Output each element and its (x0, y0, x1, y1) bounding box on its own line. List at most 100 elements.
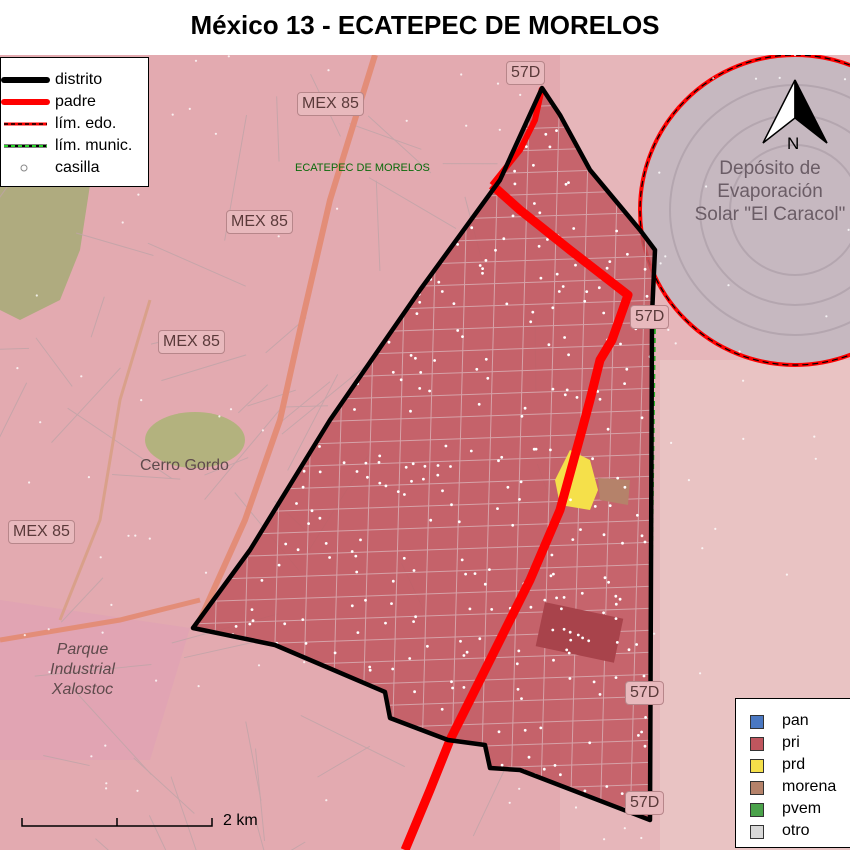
casilla-point (572, 227, 576, 230)
casilla-point (602, 533, 606, 537)
casilla-point (364, 461, 368, 465)
casilla-point (505, 302, 509, 306)
casilla-point (325, 799, 328, 802)
casilla-point (699, 672, 702, 675)
casilla-point (350, 604, 354, 608)
casilla-point (619, 342, 622, 346)
legend-label: distrito (55, 71, 103, 88)
casilla-point (557, 290, 561, 293)
casilla-point (204, 571, 208, 574)
casilla-point (234, 625, 238, 628)
casilla-point (328, 556, 331, 559)
casilla-point (104, 744, 107, 747)
casilla-point (303, 661, 306, 664)
casilla-point (615, 229, 618, 233)
casilla-point (399, 378, 403, 382)
casilla-point (460, 558, 464, 562)
casilla-point (518, 498, 521, 501)
casilla-point (597, 286, 601, 290)
legend-label: prd (782, 756, 806, 773)
casilla-point (544, 132, 548, 136)
casilla-point (441, 489, 444, 493)
casilla-point (462, 654, 466, 657)
casilla-point (99, 556, 102, 559)
casilla-point (418, 300, 422, 304)
casilla-point (227, 55, 230, 58)
casilla-point (356, 631, 360, 634)
casilla-point (412, 620, 415, 623)
casilla-point (659, 262, 662, 265)
casilla-swatch (20, 164, 28, 172)
casilla-point (502, 237, 506, 241)
road-shield: 57D (625, 681, 665, 705)
casilla-point (603, 838, 606, 841)
casilla-point (555, 596, 558, 600)
north-arrow-icon (762, 79, 828, 144)
casilla-point (336, 207, 339, 210)
casilla-point (567, 353, 570, 357)
casilla-point (640, 534, 644, 538)
casilla-points (16, 55, 850, 841)
casilla-point (568, 677, 572, 680)
casilla-point (637, 734, 640, 737)
casilla-point (531, 310, 535, 314)
casilla-point (618, 597, 622, 601)
casilla-point (785, 573, 789, 576)
casilla-point (484, 259, 488, 262)
casilla-point (534, 447, 538, 451)
casilla-point (459, 639, 462, 643)
casilla-point (537, 244, 541, 248)
casilla-point (429, 518, 433, 522)
casilla-point (384, 484, 388, 488)
casilla-point (16, 367, 19, 370)
casilla-point (498, 128, 501, 131)
casilla-point (519, 93, 522, 96)
casilla-point (621, 541, 624, 545)
casilla-point (433, 359, 436, 362)
casilla-point (553, 764, 557, 767)
casilla-point (598, 397, 602, 401)
pri-swatch (750, 737, 764, 751)
casilla-point (552, 572, 555, 576)
casilla-point (563, 336, 566, 339)
casilla-point (635, 643, 638, 646)
casilla-point (414, 356, 417, 360)
casilla-point (539, 276, 543, 280)
road-zapata (0, 597, 201, 643)
casilla-point (409, 409, 412, 413)
casilla-point (121, 221, 124, 224)
casilla-point (457, 520, 461, 524)
casilla-point (687, 479, 691, 482)
casilla-point (571, 538, 575, 541)
casilla-point (284, 542, 288, 546)
casilla-point (462, 686, 466, 689)
casilla-point (602, 311, 606, 315)
casilla-point (415, 169, 418, 172)
casilla-point (473, 572, 477, 575)
casilla-point (616, 476, 620, 480)
casilla-point (607, 580, 610, 584)
casilla-point (562, 596, 566, 599)
casilla-point (701, 547, 704, 550)
casilla-point (568, 630, 572, 634)
casilla-point (569, 498, 572, 502)
casilla-point (825, 315, 828, 318)
casilla-point (606, 427, 610, 431)
casilla-point (415, 312, 419, 315)
parque-area (0, 600, 190, 760)
road-via-morelos (58, 299, 152, 621)
casilla-point (449, 465, 452, 468)
casilla-point (364, 598, 367, 602)
casilla-point (404, 465, 408, 469)
cerro-gordo-area (145, 412, 245, 468)
casilla-point (515, 662, 519, 666)
casilla-point (614, 617, 618, 620)
prd-swatch (750, 759, 764, 773)
casilla-point (497, 730, 501, 734)
casilla-point (477, 402, 481, 406)
casilla-point (727, 284, 730, 287)
casilla-point (564, 182, 568, 186)
deposito-label: Depósito de Evaporación Solar "El Caraco… (690, 157, 850, 226)
casilla-point (127, 534, 130, 537)
legend-label: pri (782, 734, 800, 751)
